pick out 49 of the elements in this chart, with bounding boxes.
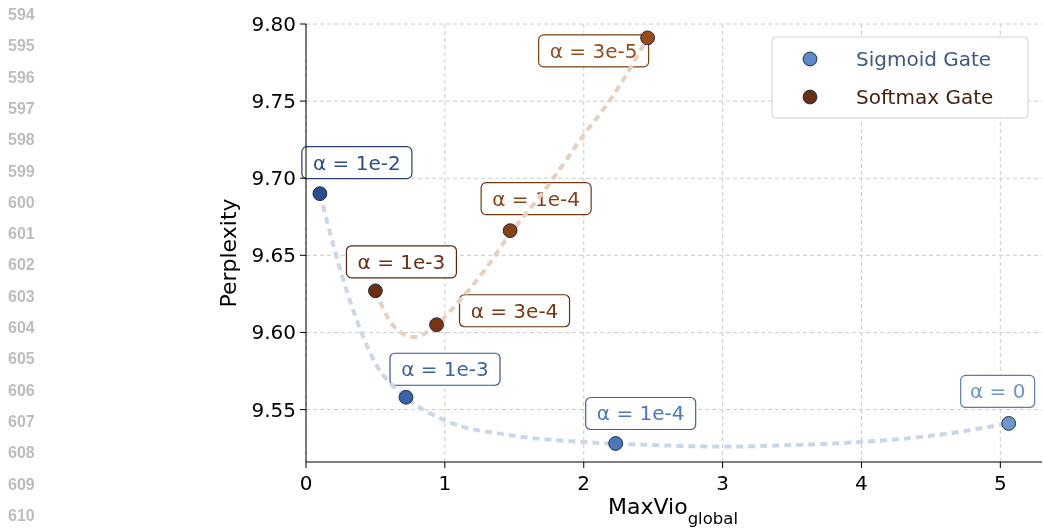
annotation: α = 1e-3 bbox=[401, 357, 489, 382]
x-tick-label: 2 bbox=[577, 471, 591, 495]
y-tick-label: 9.60 bbox=[251, 320, 296, 345]
text: 610 bbox=[8, 506, 35, 524]
annotation: α = 3e-5 bbox=[549, 38, 638, 63]
x-axis-title: MaxVio$_{global}$ bbox=[608, 494, 738, 528]
annotation: α = 1e-4 bbox=[492, 186, 580, 211]
text: 606 bbox=[8, 381, 35, 399]
y-tick-label: 9.75 bbox=[251, 89, 296, 114]
annotation: α = 1e-2 bbox=[313, 150, 401, 175]
text: 599 bbox=[8, 162, 35, 180]
x-tick-label: 4 bbox=[855, 471, 868, 495]
point bbox=[429, 317, 444, 333]
annotation: α = 1e-4 bbox=[596, 401, 685, 426]
text: 609 bbox=[8, 475, 35, 493]
text: 594 bbox=[8, 6, 35, 23]
text: 608 bbox=[8, 444, 35, 462]
text: 596 bbox=[8, 68, 35, 86]
x-tick-label: 0 bbox=[299, 471, 313, 495]
text: 602 bbox=[8, 256, 35, 274]
point bbox=[1001, 416, 1017, 431]
point bbox=[398, 389, 414, 405]
y-tick-label: 9.65 bbox=[251, 243, 296, 268]
x-tick-label: 5 bbox=[993, 471, 1007, 495]
point bbox=[312, 186, 328, 202]
annotation: α = 1e-3 bbox=[357, 249, 446, 274]
text: 604 bbox=[8, 319, 35, 336]
y-tick-label: 9.70 bbox=[251, 166, 296, 191]
y-tick-label: 9.80 bbox=[251, 12, 296, 36]
x-tick-label: 1 bbox=[438, 471, 452, 495]
text: 600 bbox=[8, 193, 35, 211]
point bbox=[608, 436, 624, 451]
annotation: α = 0 bbox=[969, 379, 1026, 404]
text: 607 bbox=[8, 412, 35, 430]
annotation: α = 3e-4 bbox=[470, 298, 559, 323]
point bbox=[368, 283, 383, 299]
text: 598 bbox=[8, 131, 35, 149]
y-tick-label: 9.55 bbox=[251, 397, 296, 422]
text: 597 bbox=[8, 99, 35, 117]
point bbox=[640, 30, 656, 46]
legend-label: Softmax Gate bbox=[856, 85, 994, 109]
legend-label: Sigmoid Gate bbox=[856, 47, 992, 71]
text: 605 bbox=[8, 350, 35, 368]
text: 595 bbox=[8, 37, 35, 55]
point bbox=[502, 223, 518, 239]
y-axis-title: Perplexity bbox=[216, 198, 241, 308]
x-tick-label: 3 bbox=[716, 471, 729, 495]
text: 601 bbox=[8, 225, 35, 243]
text: 603 bbox=[8, 287, 35, 305]
